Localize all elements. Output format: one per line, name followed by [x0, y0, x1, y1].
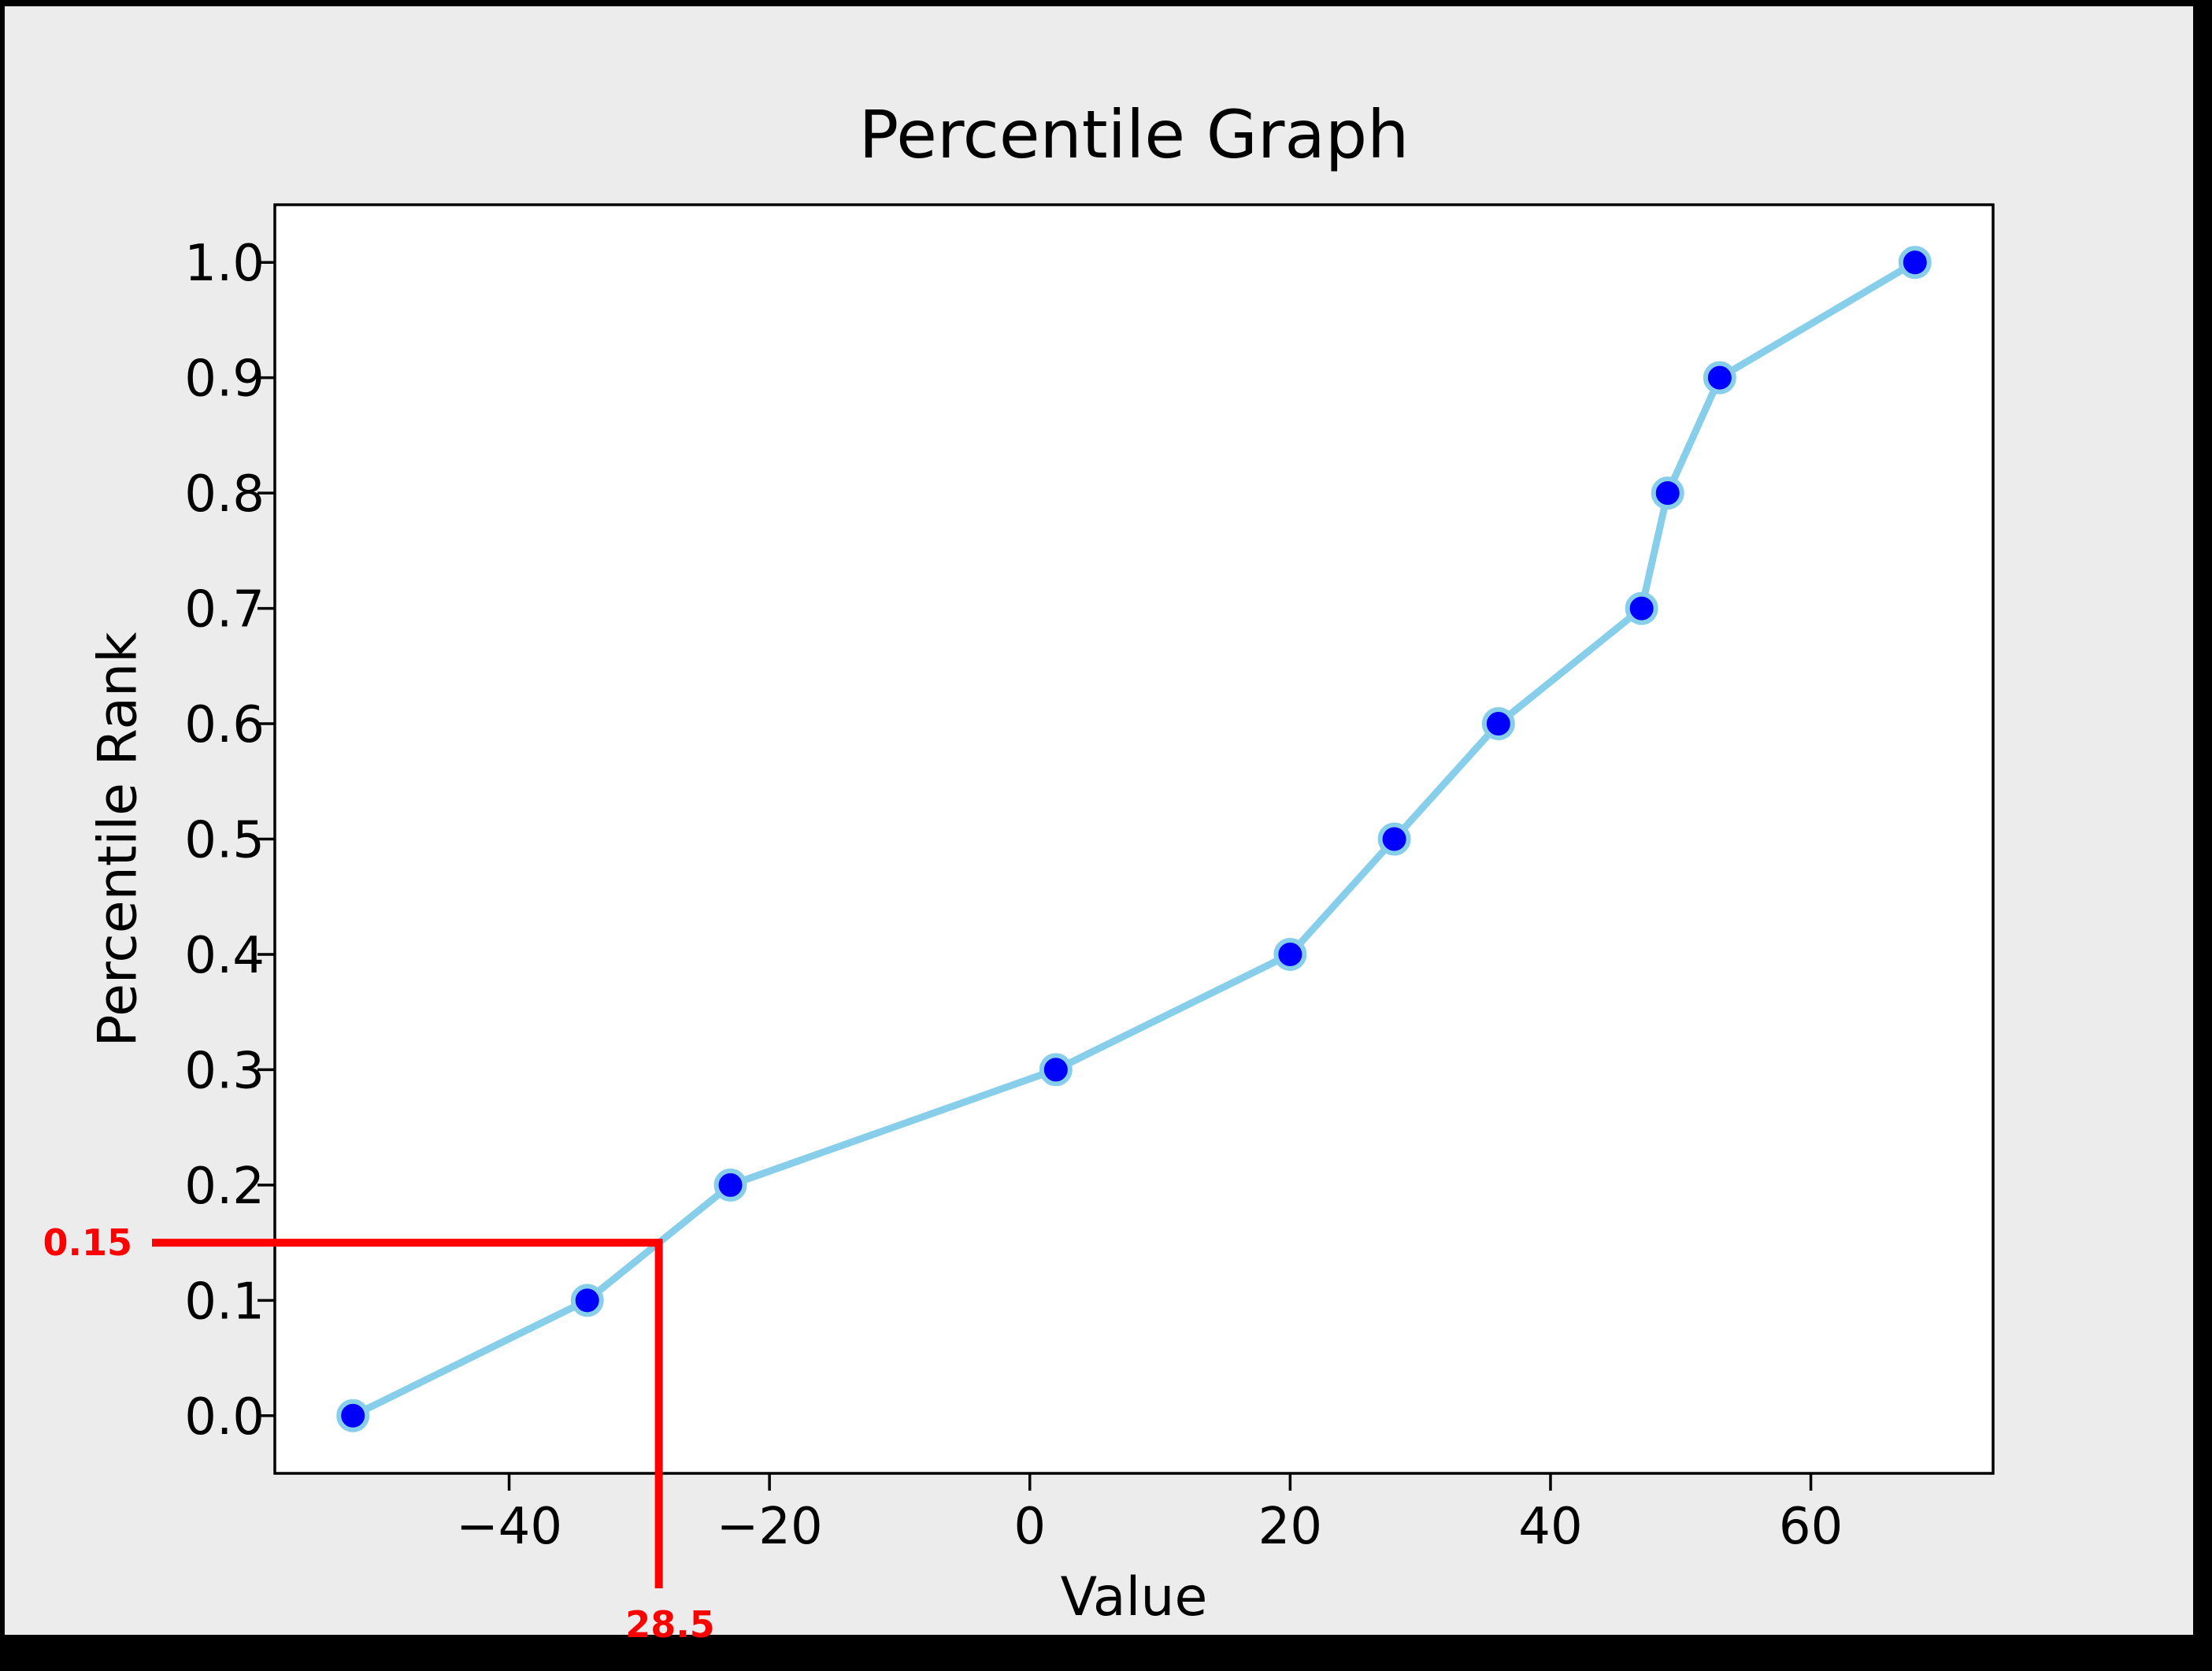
y-tick-label: 0.3	[184, 1042, 265, 1100]
y-tick-label: 0.8	[184, 465, 265, 524]
annotation-x-value: 28.5	[625, 1603, 715, 1646]
data-point-marker	[336, 1399, 370, 1432]
crosshair-annotation-line	[152, 1239, 663, 1588]
data-point-marker	[713, 1168, 747, 1202]
x-axis-label: Value	[1060, 1566, 1208, 1628]
data-point-marker	[1377, 822, 1411, 856]
x-tick-label: −20	[717, 1498, 823, 1556]
x-tick-label: −40	[456, 1498, 562, 1556]
data-point-marker	[1039, 1053, 1073, 1087]
y-tick-label: 0.7	[184, 581, 265, 639]
plot-area	[273, 203, 1995, 1475]
y-tick-label: 0.6	[184, 696, 265, 754]
data-point-marker	[1703, 361, 1736, 395]
y-tick-label: 0.5	[184, 812, 265, 870]
data-point-marker	[1481, 707, 1515, 741]
y-tick-label: 1.0	[184, 235, 265, 293]
data-point-marker	[1273, 937, 1307, 971]
y-tick-label: 0.4	[184, 927, 265, 985]
x-tick-label: 0	[1013, 1498, 1046, 1556]
data-point-marker	[1651, 476, 1684, 510]
data-point-marker	[570, 1284, 604, 1317]
x-tick-label: 60	[1779, 1498, 1843, 1556]
y-tick-label: 0.1	[184, 1273, 265, 1331]
y-tick-label: 0.0	[184, 1388, 265, 1447]
y-tick-label: 0.9	[184, 350, 265, 409]
annotation-percentile-value: 0.15	[43, 1221, 133, 1264]
chart-title: Percentile Graph	[858, 96, 1410, 173]
data-point-marker	[1898, 246, 1932, 280]
y-axis-label: Percentile Rank	[87, 632, 150, 1047]
x-tick-label: 20	[1258, 1498, 1322, 1556]
y-tick-label: 0.2	[184, 1158, 265, 1216]
data-point-marker	[1625, 591, 1658, 625]
x-tick-label: 40	[1518, 1498, 1582, 1556]
